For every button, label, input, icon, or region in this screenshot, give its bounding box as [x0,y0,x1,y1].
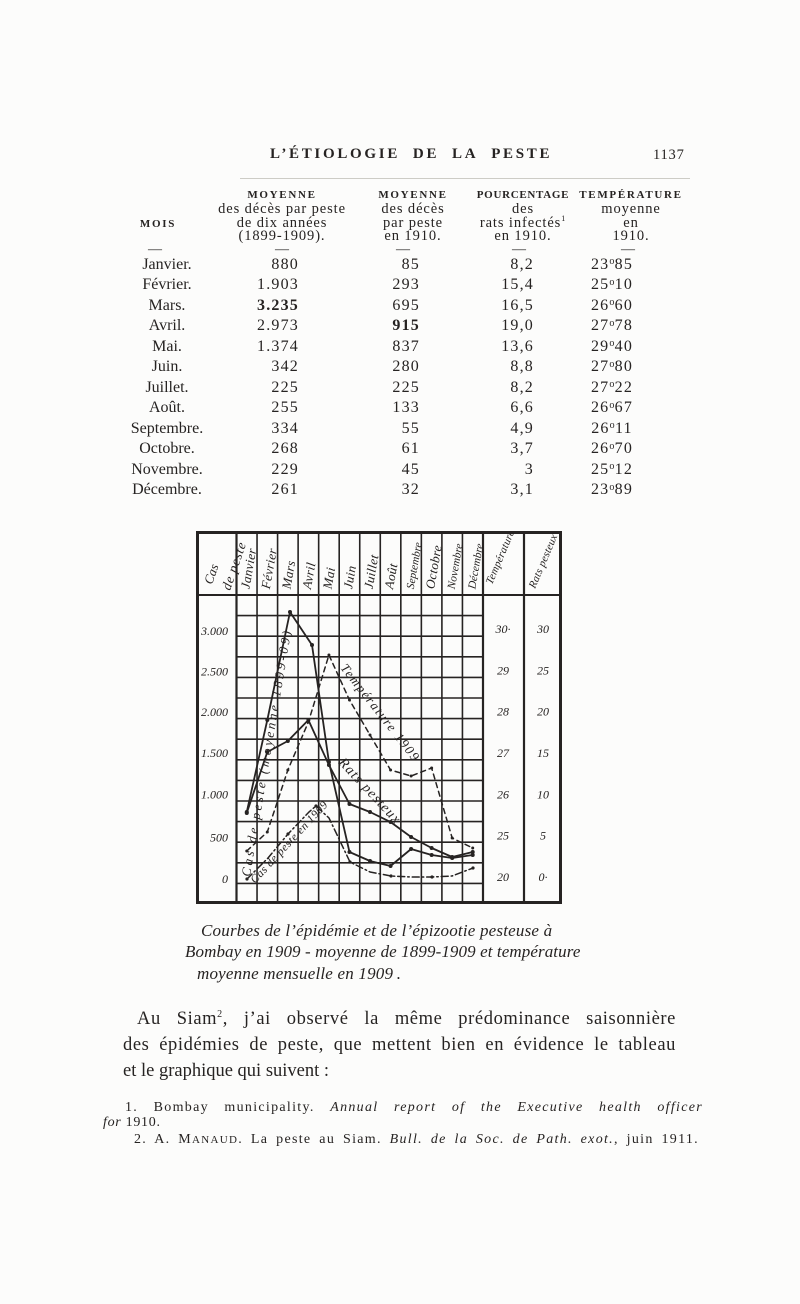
svg-text:26: 26 [497,787,509,801]
svg-text:Température: Température [484,531,518,586]
svg-text:15: 15 [537,746,549,760]
svg-text:25: 25 [537,663,549,677]
svg-text:Rats pesteux: Rats pesteux [526,532,560,591]
svg-text:Février: Février [258,546,280,591]
svg-text:29: 29 [497,663,509,677]
svg-text:Avril: Avril [299,561,319,591]
svg-text:500: 500 [210,831,228,845]
svg-text:25: 25 [497,829,509,843]
svg-text:Juin: Juin [340,564,359,590]
svg-text:27: 27 [497,746,510,760]
svg-text:20: 20 [537,705,549,719]
svg-text:0·: 0· [539,870,548,884]
svg-text:3.000: 3.000 [200,624,228,638]
svg-text:30·: 30· [495,622,511,636]
svg-text:Mai: Mai [319,566,338,591]
svg-text:20: 20 [497,870,509,884]
svg-text:1.500: 1.500 [201,746,228,760]
svg-text:10: 10 [537,787,549,801]
svg-text:Août: Août [381,562,400,591]
svg-text:28: 28 [497,705,509,719]
svg-text:Rats pesteux: Rats pesteux [334,755,403,828]
svg-text:Cas: Cas [201,562,222,586]
svg-text:2.500: 2.500 [201,665,228,679]
svg-text:5: 5 [540,829,546,843]
svg-text:1.000: 1.000 [201,788,228,802]
svg-text:0: 0 [222,872,228,886]
svg-text:2.000: 2.000 [201,705,228,719]
svg-text:Juillet: Juillet [361,553,382,590]
svg-text:30: 30 [536,622,549,636]
svg-text:Janvier: Janvier [237,546,259,590]
svg-text:Mars: Mars [278,559,298,591]
